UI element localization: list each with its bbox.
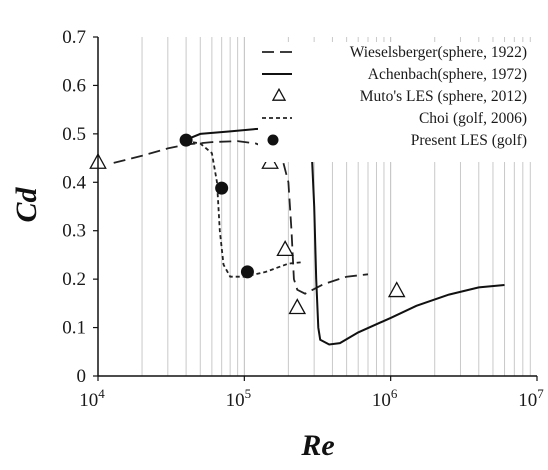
legend: Wieselsberger(sphere, 1922) Achenbach(sph… [258,42,533,162]
y-tick-label: 0.3 [62,221,86,242]
legend-item: Achenbach(sphere, 1972) [262,66,527,83]
legend-item: Muto's LES (sphere, 2012) [271,87,527,105]
y-tick-label: 0.7 [62,27,86,48]
series-choi-golf-2006 [185,140,303,278]
legend-item: Wieselsberger(sphere, 1922) [262,44,527,61]
data-point-triangle [276,240,294,257]
legend-marker-circle [267,134,279,146]
y-axis-title: Cd [10,186,43,222]
data-point-circle [179,133,193,147]
y-tick-label: 0.1 [62,318,86,339]
y-tick-label: 0.2 [62,269,86,290]
series-present-les-golf [179,133,254,279]
legend-label: Choi (golf, 2006) [419,110,527,127]
legend-item: Choi (golf, 2006) [262,110,527,127]
tick-labels: 0 0.1 0.2 0.3 0.4 0.5 0.6 0.7 104 105 106 107 [62,27,544,411]
data-point-triangle [387,281,406,298]
legend-label: Present LES (golf) [411,132,527,149]
data-point-circle [240,265,254,279]
legend-marker-triangle [271,87,287,101]
x-tick-label: 106 [372,386,398,411]
y-tick-label: 0 [77,366,87,387]
legend-label: Wieselsberger(sphere, 1922) [350,44,527,61]
x-axis-title: Re [300,429,334,462]
data-point-circle [215,181,229,195]
legend-item: Present LES (golf) [267,132,527,149]
series-line [185,140,303,278]
x-tick-label: 107 [518,386,544,411]
legend-box [258,42,533,162]
y-tick-label: 0.4 [62,172,86,193]
data-point-triangle [288,298,307,315]
y-tick-label: 0.5 [62,124,86,145]
axes [93,36,538,381]
x-tick-label: 104 [79,386,105,411]
x-tick-label: 105 [226,386,251,411]
legend-label: Muto's LES (sphere, 2012) [360,88,527,105]
y-tick-label: 0.6 [62,75,86,96]
legend-label: Achenbach(sphere, 1972) [368,66,527,83]
